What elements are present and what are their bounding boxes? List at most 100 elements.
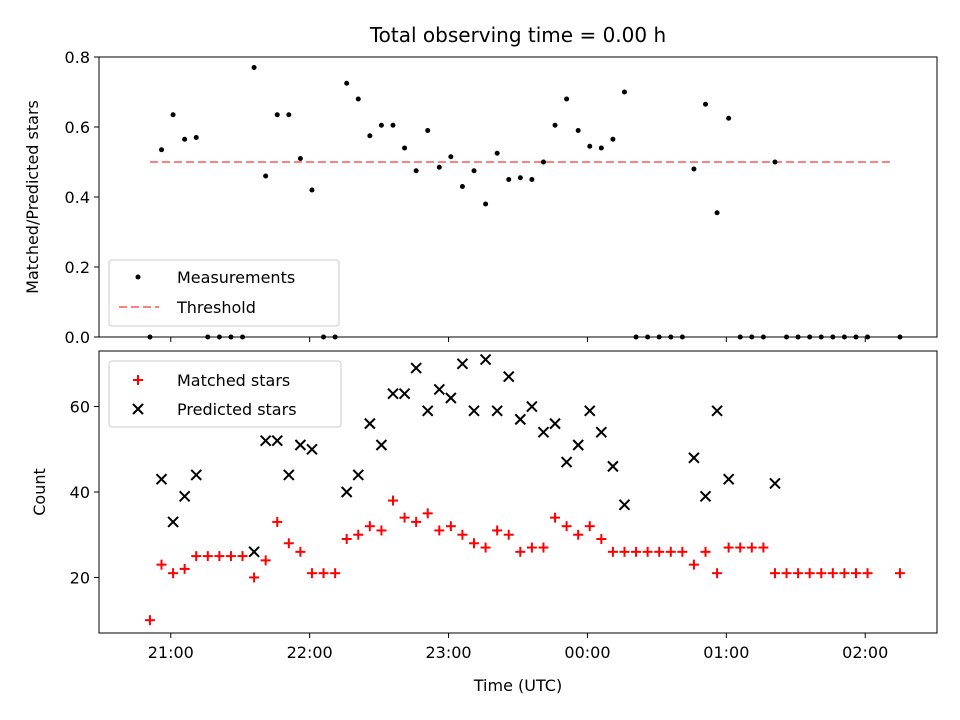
measurement-point: [309, 187, 315, 193]
matched-star-point: [515, 546, 526, 557]
predicted-star-point: [769, 477, 781, 490]
bottom-panel-frame: [98, 350, 938, 634]
matched-star-point: [457, 529, 468, 540]
matched-star-point: [793, 568, 804, 579]
matched-star-point: [827, 568, 838, 579]
matched-star-point: [723, 542, 734, 553]
bottom-legend: Matched stars Predicted stars: [108, 360, 342, 428]
measurement-point: [552, 122, 558, 128]
matched-star-point: [538, 542, 549, 553]
measurement-point: [459, 184, 465, 189]
legend-entry-threshold: Threshold: [176, 298, 256, 317]
matched-star-point: [642, 546, 653, 557]
measurement-point: [378, 122, 384, 128]
top-panel: 0.00.20.40.60.8 Matched/Predicted stars …: [23, 48, 938, 347]
measurement-point: [494, 150, 500, 156]
matched-star-point: [387, 495, 398, 506]
predicted-star-point: [283, 469, 295, 481]
predicted-star-point: [294, 439, 307, 451]
predicted-star-point: [248, 546, 260, 558]
legend-entry-measurements: Measurements: [177, 268, 295, 287]
predicted-star-point: [271, 435, 283, 447]
predicted-star-point: [178, 490, 191, 502]
matched-star-point: [283, 538, 294, 549]
matched-star-point: [376, 525, 387, 536]
legend-entry-matched-stars: Matched stars: [177, 371, 290, 390]
bottom-x-axis-ticks: 21:00 22:00 23:00 00:00 01:00 02:00: [148, 633, 888, 662]
matched-star-point: [295, 546, 306, 557]
bottom-y-axis-label: Count: [30, 468, 49, 516]
measurement-point: [286, 112, 292, 118]
measurement-point: [564, 96, 570, 102]
predicted-star-point: [584, 405, 596, 417]
predicted-star-point: [340, 486, 353, 498]
bottom-y-tick-label: 40: [70, 483, 90, 502]
predicted-star-point: [491, 405, 503, 417]
predicted-star-point: [259, 435, 272, 447]
predicted-star-point: [479, 353, 492, 366]
predicted-star-point: [595, 426, 608, 438]
matched-star-point: [804, 568, 815, 579]
matched-star-point: [492, 525, 503, 536]
predicted-star-point: [699, 490, 712, 502]
matched-star-point: [411, 516, 422, 527]
matched-star-point: [434, 525, 445, 536]
matched-star-point: [769, 568, 780, 579]
measurement-point: [726, 115, 732, 121]
predicted-star-point: [387, 388, 399, 400]
x-tick-label: 22:00: [287, 643, 333, 662]
measurement-point: [517, 175, 523, 181]
matched-star-point: [237, 551, 248, 562]
top-y-axis-label: Matched/Predicted stars: [23, 100, 42, 294]
measurement-point: [182, 136, 188, 142]
matched-star-point: [688, 559, 699, 570]
predicted-star-point: [572, 439, 584, 451]
matched-star-point: [850, 568, 861, 579]
matched-star-point: [318, 568, 329, 579]
matched-star-point: [144, 615, 155, 626]
top-y-tick-label: 0.4: [65, 188, 90, 207]
measurement-point: [587, 143, 593, 149]
measurement-point: [483, 201, 489, 207]
matched-star-point: [353, 529, 364, 540]
matched-stars-points: [144, 495, 905, 626]
matched-star-point: [526, 542, 537, 553]
matched-star-point: [191, 551, 202, 562]
legend-entry-predicted-stars: Predicted stars: [177, 400, 297, 419]
top-panel-frame: [98, 56, 938, 338]
matched-star-point: [179, 563, 190, 574]
predicted-star-point: [688, 452, 700, 464]
matched-star-point: [306, 568, 317, 579]
predicted-star-point: [398, 388, 411, 400]
bottom-panel: 20 40 60 21:00 22:00 23:00 00:00 01:00 02:00 Co…: [30, 350, 938, 695]
matched-star-point: [596, 534, 607, 544]
matched-star-point: [573, 529, 584, 540]
matched-star-point: [503, 529, 514, 540]
matched-star-point: [156, 559, 167, 570]
measurement-point: [529, 177, 535, 182]
matched-star-point: [480, 542, 491, 553]
x-tick-label: 01:00: [703, 643, 749, 662]
measurement-point: [159, 147, 165, 153]
measurement-point: [691, 166, 697, 172]
predicted-star-point: [537, 426, 550, 438]
predicted-star-point: [560, 456, 573, 468]
matched-star-point: [665, 546, 676, 557]
legend-marker-predicted-stars: [132, 403, 144, 415]
matched-star-point: [677, 546, 688, 557]
measurement-point: [448, 154, 454, 160]
predicted-star-point: [618, 499, 631, 511]
legend-marker-measurements: [135, 274, 141, 280]
matched-star-point: [781, 568, 792, 579]
matched-star-point: [584, 521, 595, 532]
measurement-point: [575, 128, 581, 133]
predicted-star-point: [607, 460, 619, 473]
x-tick-label: 23:00: [425, 643, 471, 662]
measurement-point: [344, 80, 350, 86]
measurement-point: [772, 159, 778, 165]
predicted-star-point: [711, 405, 723, 417]
matched-star-point: [700, 546, 711, 557]
measurement-point: [436, 164, 442, 170]
matched-star-point: [214, 551, 225, 562]
